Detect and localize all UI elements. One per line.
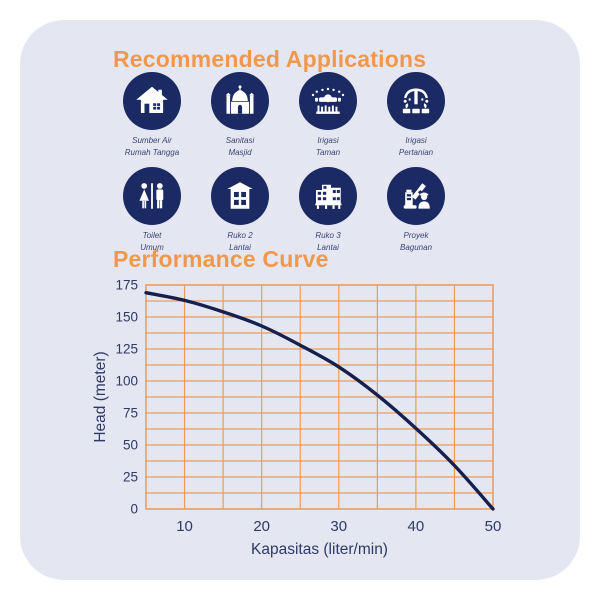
y-tick-label: 100 [115, 374, 138, 389]
y-tick-label: 75 [123, 406, 138, 421]
y-tick-label: 0 [130, 502, 138, 517]
shophouse-2-icon [211, 167, 269, 225]
application-label: Toilet Umum [140, 231, 164, 252]
irrigation-icon [387, 72, 445, 130]
application-label: Sanitasi Masjid [225, 136, 255, 157]
sprinkler-icon [299, 72, 357, 130]
mosque-icon [211, 72, 269, 130]
y-tick-label: 150 [115, 310, 138, 325]
y-tick-label: 175 [115, 278, 138, 293]
application-label: Proyek Bagunan [399, 231, 433, 252]
x-axis-label: Kapasitas (liter/min) [251, 541, 388, 558]
application-item-mosque-sanitation: Sanitasi Masjid [196, 72, 284, 159]
performance-curve-line [144, 291, 495, 511]
application-label: Irigasi Taman [315, 136, 341, 157]
application-label: Ruko 3 Lantai [315, 231, 341, 252]
y-axis-label: Head (meter) [92, 351, 109, 442]
plot-border [145, 284, 494, 510]
performance-section-title: Performance Curve [113, 246, 329, 272]
y-tick-label: 125 [115, 342, 138, 357]
y-tick-label: 25 [123, 470, 138, 485]
applications-section-title: Recommended Applications [113, 46, 427, 72]
application-item-construction-project: Proyek Bagunan [372, 167, 460, 254]
crane-icon [387, 167, 445, 225]
restroom-icon [123, 167, 181, 225]
performance-curve-chart: 10 20 30 40 50 0 25 50 75 100 125 150 175 Kapasitas (… [92, 278, 502, 558]
applications-grid: Sumber Air Rumah Tangga Sanitasi Masjid [108, 72, 460, 262]
shophouse-3-icon [299, 167, 357, 225]
application-item-shophouse-2-floors: Ruko 2 Lantai [196, 167, 284, 254]
application-item-public-toilet: Toilet Umum [108, 167, 196, 254]
application-label: Sumber Air Rumah Tangga [124, 136, 180, 157]
x-tick-label: 50 [485, 518, 502, 535]
application-item-garden-irrigation: Irigasi Taman [284, 72, 372, 159]
y-tick-label: 50 [123, 438, 138, 453]
x-tick-label: 20 [253, 518, 270, 535]
house-icon [123, 72, 181, 130]
application-label: Ruko 2 Lantai [227, 231, 253, 252]
application-label: Irigasi Pertanian [398, 136, 434, 157]
x-tick-label: 40 [408, 518, 425, 535]
performance-curve-chart-area: 10 20 30 40 50 0 25 50 75 100 125 150 175 Kapasitas (… [90, 278, 510, 576]
product-info-card: Recommended Applications Sumber Air Ruma… [20, 20, 580, 580]
application-item-agricultural-irrigation: Irigasi Pertanian [372, 72, 460, 159]
x-tick-label: 10 [176, 518, 193, 535]
x-tick-label: 30 [330, 518, 347, 535]
application-item-household-water: Sumber Air Rumah Tangga [108, 72, 196, 159]
application-item-shophouse-3-floors: Ruko 3 Lantai [284, 167, 372, 254]
